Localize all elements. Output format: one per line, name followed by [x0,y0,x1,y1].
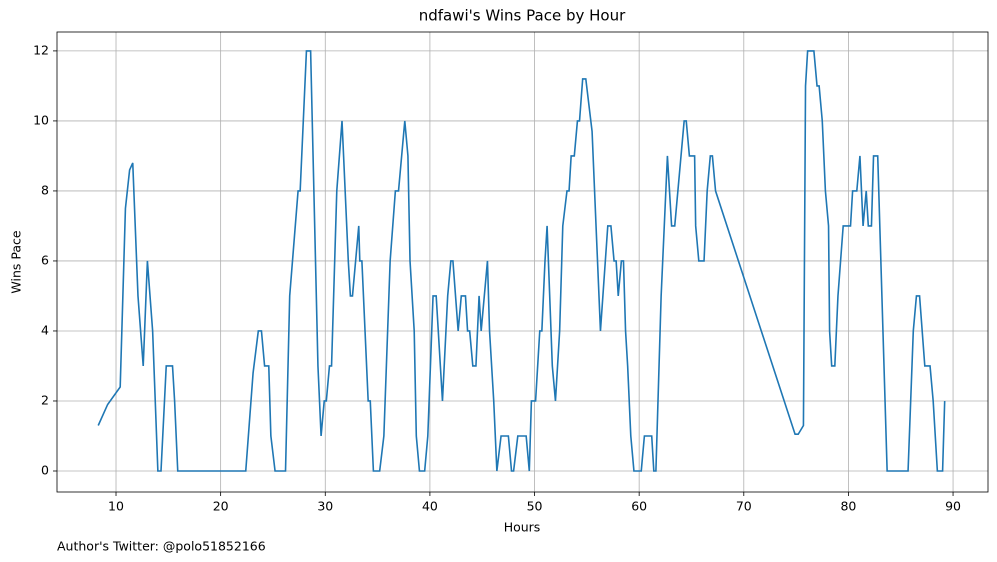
y-axis-label: Wins Pace [9,230,24,293]
x-tick-label: 50 [527,499,543,514]
y-tick-label: 0 [41,462,49,477]
x-tick-label: 30 [317,499,333,514]
x-tick-label: 40 [422,499,438,514]
x-tick-label: 20 [213,499,229,514]
y-tick-label: 6 [41,252,49,267]
x-tick-label: 10 [108,499,124,514]
y-tick-label: 12 [33,42,49,57]
x-tick-label: 90 [945,499,961,514]
y-tick-label: 2 [41,392,49,407]
y-tick-label: 10 [33,112,49,127]
x-axis-label: Hours [504,520,541,535]
y-tick-label: 8 [41,182,49,197]
x-tick-label: 80 [840,499,856,514]
data-line [97,50,946,472]
chart-title: ndfawi's Wins Pace by Hour [419,7,626,25]
x-tick-label: 60 [631,499,647,514]
plot-frame [56,31,989,493]
annotation: Author's Twitter: @polo51852166 [57,539,266,554]
x-tick-label: 70 [736,499,752,514]
y-tick-label: 4 [41,322,49,337]
